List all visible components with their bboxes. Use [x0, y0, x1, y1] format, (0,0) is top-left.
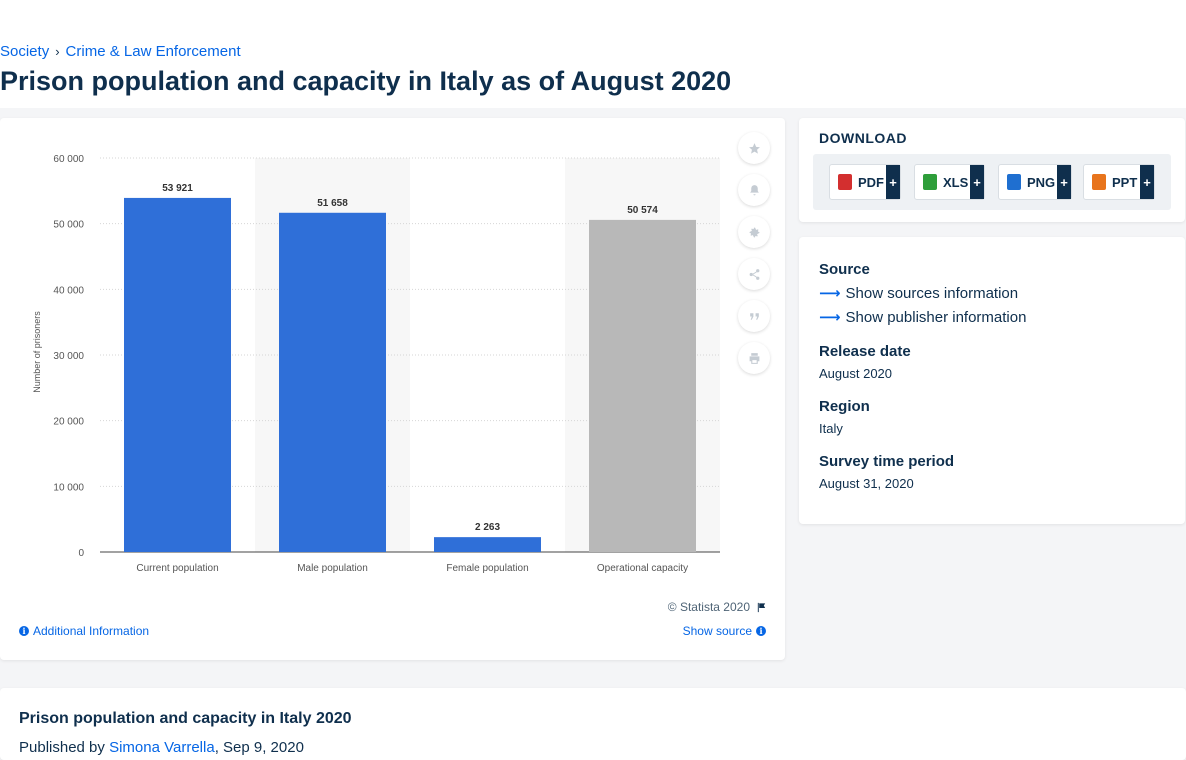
download-title: DOWNLOAD [819, 130, 907, 146]
breadcrumb-item-society[interactable]: Society [0, 43, 49, 60]
bell-icon[interactable] [738, 174, 770, 206]
bar [279, 213, 386, 552]
quote-icon[interactable] [738, 300, 770, 332]
arrow-right-icon: ⟶ [819, 308, 841, 326]
flag-icon[interactable] [756, 602, 767, 613]
breadcrumb: Society › Crime & Law Enforcement [0, 43, 241, 60]
x-tick-label: Operational capacity [597, 563, 688, 574]
statistic-title: Prison population and capacity in Italy … [19, 710, 352, 728]
breadcrumb-separator: › [55, 44, 59, 59]
show-source-link[interactable]: Show source i [683, 624, 766, 638]
xls-file-icon [923, 174, 937, 190]
data-label: 53 921 [162, 183, 193, 194]
chart-copyright: © Statista 2020 [668, 600, 767, 614]
release-date-heading: Release date [819, 343, 911, 360]
show-source-label: Show source [683, 624, 752, 638]
y-tick-label: 10 000 [53, 482, 84, 493]
download-pdf-button[interactable]: PDF + [829, 164, 901, 200]
y-tick-label: 40 000 [53, 285, 84, 296]
star-icon[interactable] [738, 132, 770, 164]
download-xls-label: XLS [943, 175, 968, 190]
show-publisher-label: Show publisher information [846, 309, 1027, 326]
source-heading: Source [819, 261, 870, 278]
page-title: Prison population and capacity in Italy … [0, 66, 731, 97]
gear-icon[interactable] [738, 216, 770, 248]
download-ppt-label: PPT [1112, 175, 1137, 190]
release-date-value: August 2020 [819, 366, 892, 381]
show-publisher-link[interactable]: ⟶ Show publisher information [819, 308, 1026, 326]
ppt-plus-icon[interactable]: + [1140, 165, 1154, 199]
published-date: , Sep 9, 2020 [215, 739, 304, 756]
chart-card: 0 10 000 20 000 30 000 40 000 50 000 60 000 53 … [0, 118, 785, 660]
data-label: 50 574 [627, 205, 658, 216]
x-tick-label: Female population [446, 563, 528, 574]
show-sources-label: Show sources information [846, 285, 1019, 302]
xls-plus-icon[interactable]: + [970, 165, 984, 199]
x-tick-label: Male population [297, 563, 368, 574]
bar [124, 198, 231, 552]
survey-period-heading: Survey time period [819, 453, 954, 470]
data-label: 2 263 [475, 522, 500, 533]
png-file-icon [1007, 174, 1021, 190]
png-plus-icon[interactable]: + [1057, 165, 1071, 199]
published-by: Published by Simona Varrella, Sep 9, 202… [19, 739, 304, 756]
download-card: DOWNLOAD PDF + XLS + PNG + PPT + [799, 118, 1185, 222]
chart-toolbar [738, 132, 770, 374]
y-tick-label: 0 [78, 548, 84, 559]
author-link[interactable]: Simona Varrella [109, 739, 215, 756]
y-tick-label: 50 000 [53, 220, 84, 231]
page-header: Society › Crime & Law Enforcement Prison… [0, 0, 1186, 108]
x-tick-label: Current population [136, 563, 218, 574]
additional-information-label: Additional Information [33, 624, 149, 638]
copyright-text: © Statista 2020 [668, 600, 750, 614]
region-value: Italy [819, 421, 843, 436]
print-icon[interactable] [738, 342, 770, 374]
share-icon[interactable] [738, 258, 770, 290]
download-buttons: PDF + XLS + PNG + PPT + [813, 154, 1171, 210]
y-tick-label: 60 000 [53, 154, 84, 165]
download-ppt-button[interactable]: PPT + [1083, 164, 1155, 200]
bar [589, 220, 696, 552]
y-axis-label: Number of prisoners [32, 311, 42, 393]
published-prefix: Published by [19, 739, 105, 756]
data-label: 51 658 [317, 198, 348, 209]
statistic-summary-card: Prison population and capacity in Italy … [0, 688, 1186, 760]
download-pdf-label: PDF [858, 175, 884, 190]
survey-period-value: August 31, 2020 [819, 476, 914, 491]
download-xls-button[interactable]: XLS + [914, 164, 985, 200]
info-icon: i [756, 626, 766, 636]
arrow-right-icon: ⟶ [819, 284, 841, 302]
show-sources-link[interactable]: ⟶ Show sources information [819, 284, 1018, 302]
pdf-plus-icon[interactable]: + [886, 165, 900, 199]
download-png-label: PNG [1027, 175, 1055, 190]
region-heading: Region [819, 398, 870, 415]
y-tick-label: 20 000 [53, 417, 84, 428]
info-icon: i [19, 626, 29, 636]
bar [434, 537, 541, 552]
bar-chart: 0 10 000 20 000 30 000 40 000 50 000 60 000 53 … [0, 118, 785, 598]
pdf-file-icon [838, 174, 852, 190]
statistic-details-card: Source ⟶ Show sources information ⟶ Show… [799, 237, 1185, 524]
additional-information-link[interactable]: i Additional Information [19, 624, 149, 638]
ppt-file-icon [1092, 174, 1106, 190]
breadcrumb-item-crime-law[interactable]: Crime & Law Enforcement [66, 43, 241, 60]
download-png-button[interactable]: PNG + [998, 164, 1072, 200]
y-tick-label: 30 000 [53, 351, 84, 362]
